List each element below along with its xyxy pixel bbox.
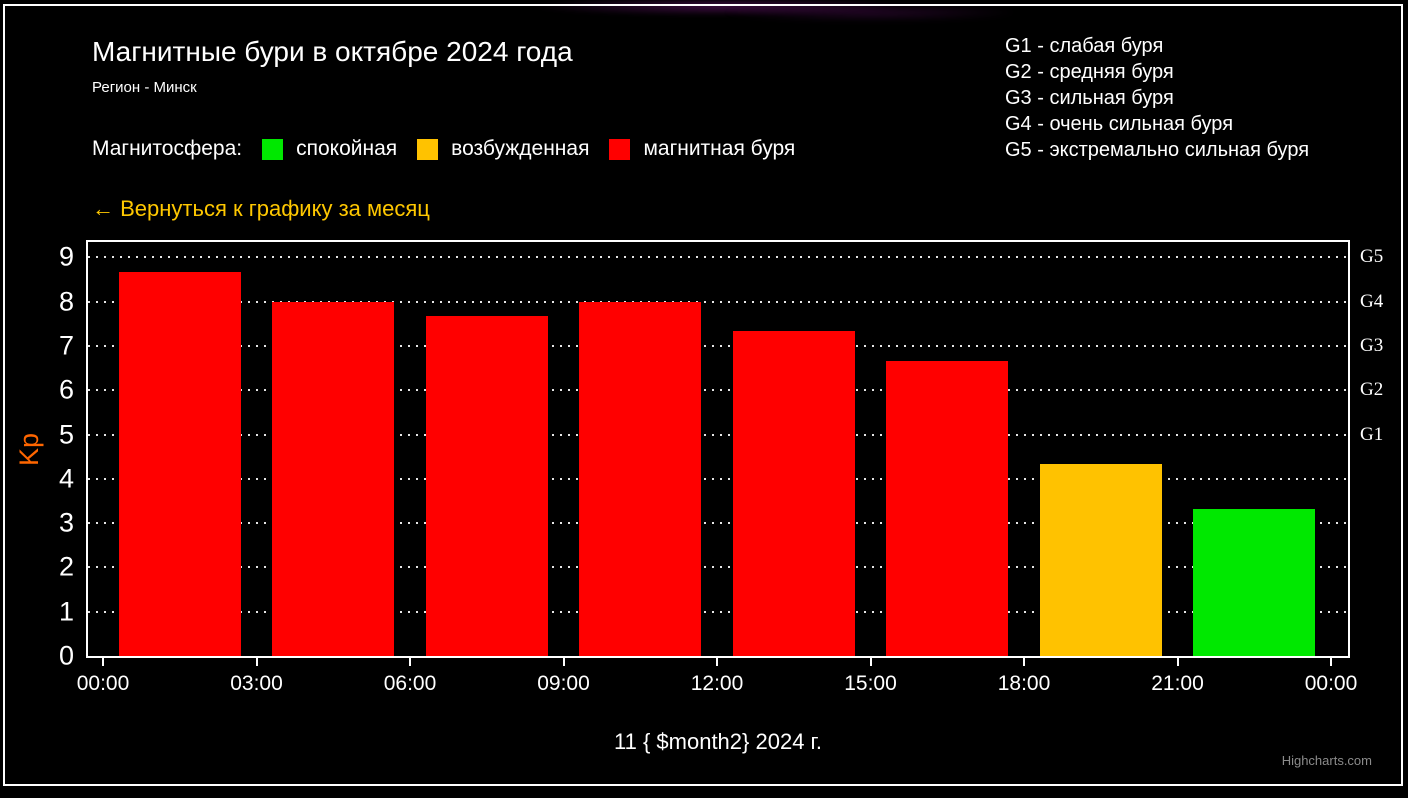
excited-color-swatch	[417, 138, 439, 160]
x-axis-tick-label: 18:00	[997, 672, 1051, 695]
y-axis-tick-label: 5	[58, 419, 74, 450]
y-gridline	[88, 256, 1348, 259]
g-scale-axis-label: G2	[1360, 379, 1384, 401]
calm-color-swatch	[262, 138, 284, 160]
x-axis-tick-mark	[102, 658, 104, 666]
storm-scale-info: G1 - слабая буря G2 - средняя буря G3 - …	[1005, 33, 1309, 163]
g-scale-axis-label: G5	[1360, 246, 1384, 268]
y-gridline	[88, 566, 1348, 569]
kp-bar[interactable]	[579, 301, 702, 656]
y-axis-title-text: Kp	[14, 432, 45, 466]
y-axis-tick-label: 8	[58, 286, 74, 317]
x-axis-title: 11 { $month2} 2024 г.	[614, 729, 822, 754]
x-axis-tick-label: 09:00	[537, 672, 590, 695]
kp-bar[interactable]	[1193, 508, 1316, 656]
scale-line-g3: G3 - сильная буря	[1005, 87, 1174, 109]
x-axis-tick-mark	[1023, 658, 1025, 666]
x-axis-tick-mark	[869, 658, 872, 666]
y-axis-tick-label: 0	[58, 640, 74, 671]
highcharts-credit-link[interactable]: Highcharts.com	[1281, 753, 1372, 768]
scale-line-g5: G5 - экстремально сильная буря	[1005, 139, 1310, 161]
g-scale-axis-label: G4	[1360, 290, 1384, 312]
x-axis-tick-label: 15:00	[844, 672, 897, 695]
y-gridline	[88, 433, 1348, 436]
y-gridline	[88, 477, 1348, 480]
y-axis-tick-label: 1	[58, 596, 74, 627]
chart-subtitle: Регион - Минск	[92, 79, 197, 96]
legend-item-label: магнитная буря	[643, 137, 796, 160]
x-axis-tick-label: 21:00	[1151, 672, 1204, 695]
y-gridline	[88, 610, 1348, 613]
y-axis-tick-label: 6	[58, 374, 74, 405]
x-axis-tick-mark	[562, 658, 565, 666]
y-axis-tick-label: 4	[58, 463, 74, 494]
x-axis-tick-mark	[409, 658, 411, 666]
x-axis-tick-mark	[716, 658, 718, 666]
x-axis-tick-mark	[255, 658, 258, 666]
x-axis-tick-mark	[1330, 658, 1332, 666]
x-axis-tick-label: 06:00	[383, 672, 437, 695]
kp-bar[interactable]	[732, 331, 855, 656]
legend-item-excited[interactable]: возбужденная	[417, 137, 589, 161]
legend-caption: Магнитосфера:	[92, 137, 243, 160]
y-axis-title: Kp	[10, 242, 50, 656]
y-gridline	[88, 389, 1348, 392]
scale-line-g2: G2 - средняя буря	[1005, 61, 1174, 83]
y-axis-tick-label: 3	[58, 507, 74, 538]
y-gridline	[88, 345, 1348, 348]
y-axis-tick-label: 9	[58, 241, 74, 272]
background-artifact	[530, 0, 910, 16]
g-scale-axis-label: G3	[1360, 335, 1384, 357]
kp-bar[interactable]	[425, 316, 548, 656]
storm-color-swatch	[609, 138, 631, 160]
y-gridline	[88, 300, 1348, 303]
kp-bar[interactable]	[118, 272, 241, 656]
x-axis-tick-label: 03:00	[230, 672, 283, 695]
back-to-month-link[interactable]: ← Вернуться к графику за месяц	[92, 196, 430, 221]
x-axis-tick-label: 00:00	[1304, 672, 1358, 695]
x-axis-tick-label: 00:00	[76, 672, 130, 695]
magnetosphere-legend: Магнитосфера: спокойная возбужденная маг…	[92, 137, 795, 161]
kp-bar[interactable]	[1039, 464, 1162, 656]
y-axis-tick-label: 2	[58, 551, 74, 582]
y-gridline	[88, 522, 1348, 525]
x-axis-tick-label: 12:00	[690, 672, 744, 695]
chart-title: Магнитные бури в октябре 2024 года	[92, 36, 573, 67]
kp-bar[interactable]	[272, 301, 395, 656]
y-axis-tick-label: 7	[58, 330, 74, 361]
legend-item-calm[interactable]: спокойная	[262, 137, 397, 161]
background-artifact	[720, 6, 1020, 22]
legend-item-storm[interactable]: магнитная буря	[609, 137, 795, 161]
scale-line-g4: G4 - очень сильная буря	[1005, 113, 1234, 135]
plot-area: 0 1 2 3 4 5 6 7 8 9 G1 G2 G3 G4 G5 00:00 03:00 06:00 09:00…	[59, 240, 1383, 695]
legend-item-label: спокойная	[296, 137, 398, 160]
legend-item-label: возбужденная	[451, 137, 590, 160]
g-scale-axis-label: G1	[1360, 423, 1384, 445]
scale-line-g1: G1 - слабая буря	[1005, 35, 1164, 57]
x-axis-tick-mark	[1176, 658, 1179, 666]
kp-bar[interactable]	[886, 360, 1009, 656]
